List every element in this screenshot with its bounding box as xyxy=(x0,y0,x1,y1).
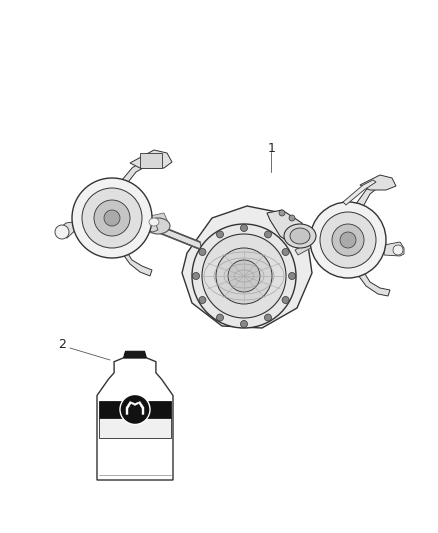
Ellipse shape xyxy=(120,394,150,424)
Ellipse shape xyxy=(290,228,310,244)
Polygon shape xyxy=(150,213,167,230)
Ellipse shape xyxy=(104,210,120,226)
Polygon shape xyxy=(267,210,307,248)
Ellipse shape xyxy=(216,248,272,304)
Polygon shape xyxy=(124,351,146,358)
Polygon shape xyxy=(99,401,171,418)
Polygon shape xyxy=(295,239,318,255)
Ellipse shape xyxy=(310,202,386,278)
Ellipse shape xyxy=(192,224,296,328)
Polygon shape xyxy=(384,242,404,256)
Polygon shape xyxy=(99,418,171,438)
Ellipse shape xyxy=(202,234,286,318)
Polygon shape xyxy=(353,178,390,212)
Polygon shape xyxy=(77,188,104,210)
Ellipse shape xyxy=(289,215,295,221)
Ellipse shape xyxy=(82,188,142,248)
Ellipse shape xyxy=(240,224,247,231)
Polygon shape xyxy=(97,358,173,480)
Polygon shape xyxy=(360,175,396,190)
Polygon shape xyxy=(353,266,390,296)
Polygon shape xyxy=(117,154,160,190)
Polygon shape xyxy=(117,244,152,276)
Polygon shape xyxy=(150,222,202,250)
Polygon shape xyxy=(295,232,318,248)
Polygon shape xyxy=(143,220,158,232)
Ellipse shape xyxy=(149,218,159,226)
Polygon shape xyxy=(343,180,376,205)
Ellipse shape xyxy=(72,178,152,258)
Ellipse shape xyxy=(146,218,170,234)
Ellipse shape xyxy=(340,232,356,248)
Ellipse shape xyxy=(55,225,69,239)
Ellipse shape xyxy=(192,272,199,279)
Ellipse shape xyxy=(393,245,403,255)
Polygon shape xyxy=(126,401,144,415)
Ellipse shape xyxy=(332,224,364,256)
Ellipse shape xyxy=(216,231,223,238)
Ellipse shape xyxy=(279,210,285,216)
Ellipse shape xyxy=(199,248,206,255)
Ellipse shape xyxy=(282,248,289,255)
Ellipse shape xyxy=(265,314,272,321)
Ellipse shape xyxy=(240,320,247,327)
Ellipse shape xyxy=(284,224,316,248)
Ellipse shape xyxy=(94,200,130,236)
Polygon shape xyxy=(182,206,312,328)
Text: 1: 1 xyxy=(268,141,276,155)
Text: 2: 2 xyxy=(58,338,66,351)
Ellipse shape xyxy=(199,296,206,303)
Ellipse shape xyxy=(282,296,289,303)
FancyBboxPatch shape xyxy=(140,153,162,168)
Ellipse shape xyxy=(320,212,376,268)
Ellipse shape xyxy=(228,260,260,292)
Ellipse shape xyxy=(289,272,296,279)
Ellipse shape xyxy=(216,314,223,321)
Ellipse shape xyxy=(265,231,272,238)
Polygon shape xyxy=(60,221,80,238)
Polygon shape xyxy=(130,150,172,168)
